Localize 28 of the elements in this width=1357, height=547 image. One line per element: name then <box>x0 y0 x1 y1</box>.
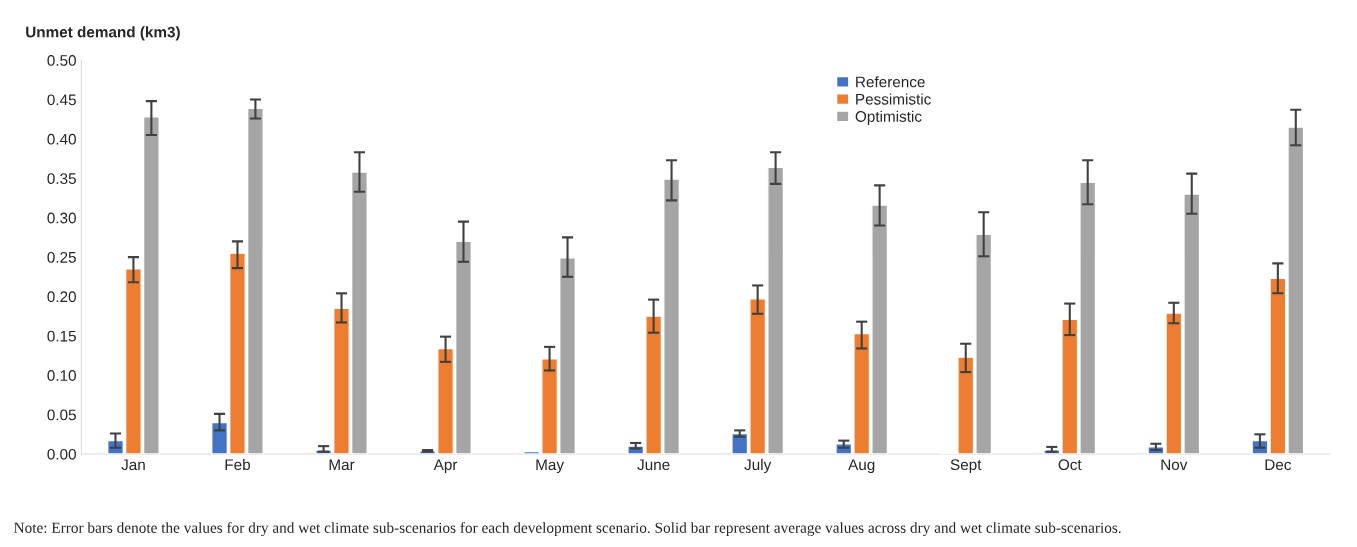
x-tick-label: June <box>637 459 670 471</box>
x-tick-label: July <box>744 458 772 474</box>
y-tick-label: 0.00 <box>47 448 76 460</box>
legend-label: Pessimistic <box>856 93 931 105</box>
x-tick-label: Dec <box>1265 459 1292 471</box>
y-tick-label: 0.50 <box>47 55 76 66</box>
y-tick-label: 0.45 <box>47 94 76 106</box>
x-tick-label: Sept <box>950 459 982 474</box>
y-tick-label: 0.35 <box>47 173 76 185</box>
legend-label: Optimistic <box>855 110 922 125</box>
text: Note: Error bars denote the values for dry and wet climate sub-scenarios for each development scenario. Solid bar represent average values across dry and wet climate sub-scenarios. <box>14 522 1121 537</box>
y-tick-label: 0.20 <box>47 291 76 303</box>
y-axis-title: Unmet demand (km3) <box>26 26 180 41</box>
x-tick-label: Aug <box>848 459 875 474</box>
x-tick-label: Nov <box>1161 459 1188 471</box>
y-tick-label: 0.25 <box>47 251 76 263</box>
y-tick-label: 0.30 <box>47 212 76 224</box>
y-tick-label: 0.15 <box>47 330 76 342</box>
x-tick-label: May <box>536 459 564 474</box>
y-tick-label: 0.40 <box>47 133 76 145</box>
x-tick-label: Feb <box>225 458 250 471</box>
x-tick-label: Apr <box>433 459 458 474</box>
y-tick-label: 0.10 <box>47 370 76 381</box>
x-tick-label: Jan <box>121 459 145 471</box>
legend-label: Reference <box>856 76 925 88</box>
y-tick-label: 0.05 <box>47 409 76 421</box>
x-tick-label: Oct <box>1058 459 1082 471</box>
x-tick-label: Mar <box>329 459 355 471</box>
